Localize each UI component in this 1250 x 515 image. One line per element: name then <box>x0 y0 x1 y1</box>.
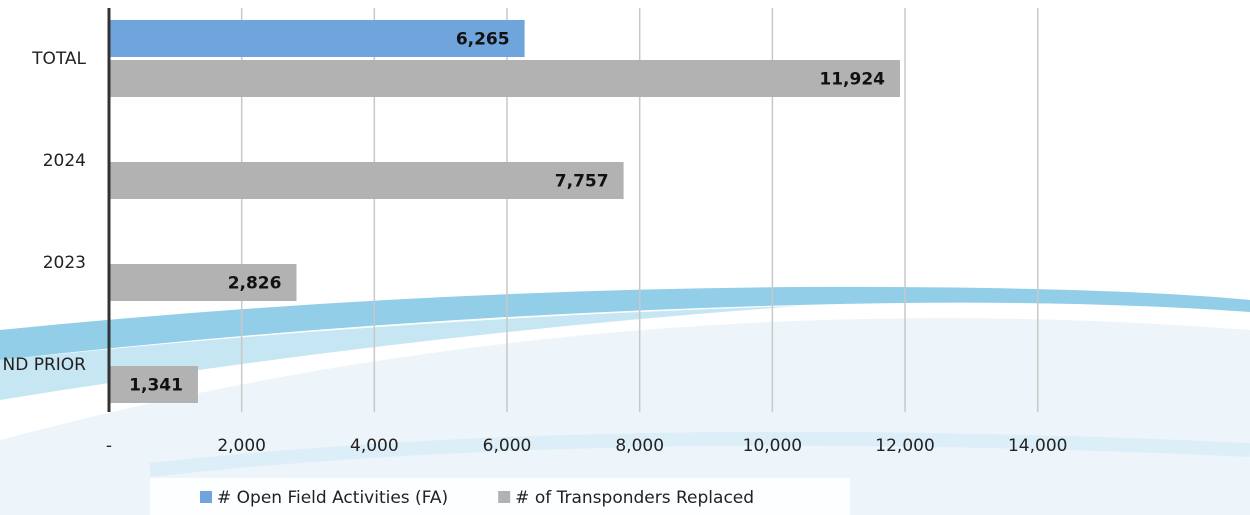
bar <box>109 162 624 199</box>
bar <box>109 60 901 97</box>
bar <box>109 20 525 57</box>
legend-label: # Open Field Activities (FA) <box>217 488 448 508</box>
data-label: 6,265 <box>456 30 510 50</box>
bar <box>109 366 198 403</box>
data-label: 7,757 <box>555 172 609 192</box>
y-tick-label: 2023 <box>43 253 86 273</box>
x-tick-label: - <box>106 436 112 456</box>
x-tick-label: 10,000 <box>743 436 802 456</box>
y-tick-label: ND PRIOR <box>3 355 87 375</box>
x-tick-label: 2,000 <box>217 436 266 456</box>
y-tick-label: 2024 <box>43 151 86 171</box>
x-tick-label: 6,000 <box>483 436 532 456</box>
legend-swatch <box>200 491 212 503</box>
x-tick-label: 14,000 <box>1008 436 1067 456</box>
data-label: 2,826 <box>228 274 282 294</box>
legend-label: # of Transponders Replaced <box>515 488 754 508</box>
legend-swatch <box>498 491 511 503</box>
bar <box>109 264 297 301</box>
y-tick-label: TOTAL <box>31 49 86 69</box>
x-tick-label: 8,000 <box>615 436 664 456</box>
data-label: 11,924 <box>819 70 885 90</box>
x-tick-label: 12,000 <box>875 436 934 456</box>
x-tick-label: 4,000 <box>350 436 399 456</box>
data-label: 1,341 <box>129 376 183 396</box>
